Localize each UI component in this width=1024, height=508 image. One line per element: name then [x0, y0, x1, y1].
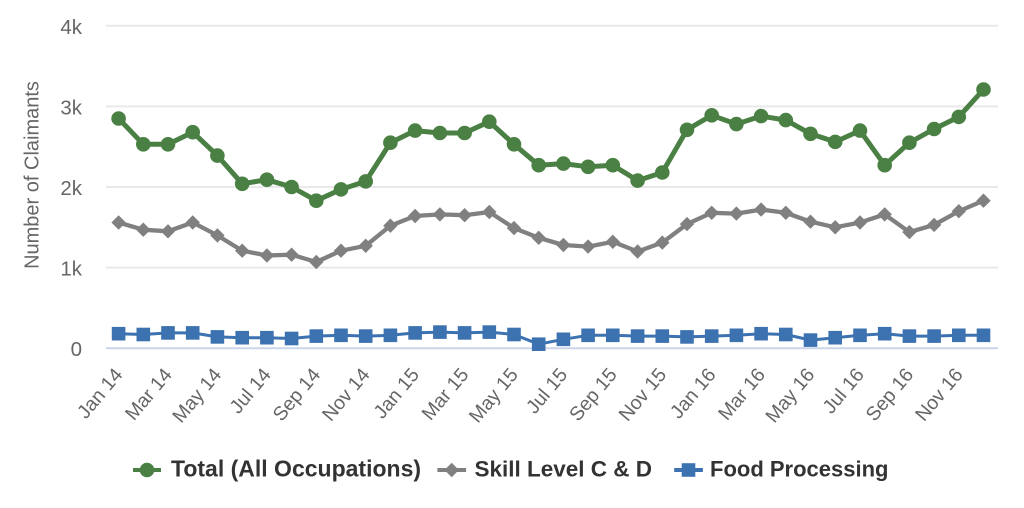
svg-text:3k: 3k: [60, 96, 82, 119]
svg-text:4k: 4k: [60, 16, 82, 39]
svg-text:Skill Level C & D: Skill Level C & D: [475, 457, 653, 482]
svg-text:0: 0: [71, 338, 82, 361]
svg-text:Number of Claimants: Number of Claimants: [22, 81, 44, 269]
svg-text:Food Processing: Food Processing: [710, 457, 888, 482]
svg-text:Total (All Occupations): Total (All Occupations): [171, 456, 421, 482]
svg-text:1k: 1k: [60, 258, 82, 281]
svg-text:2k: 2k: [60, 177, 82, 200]
